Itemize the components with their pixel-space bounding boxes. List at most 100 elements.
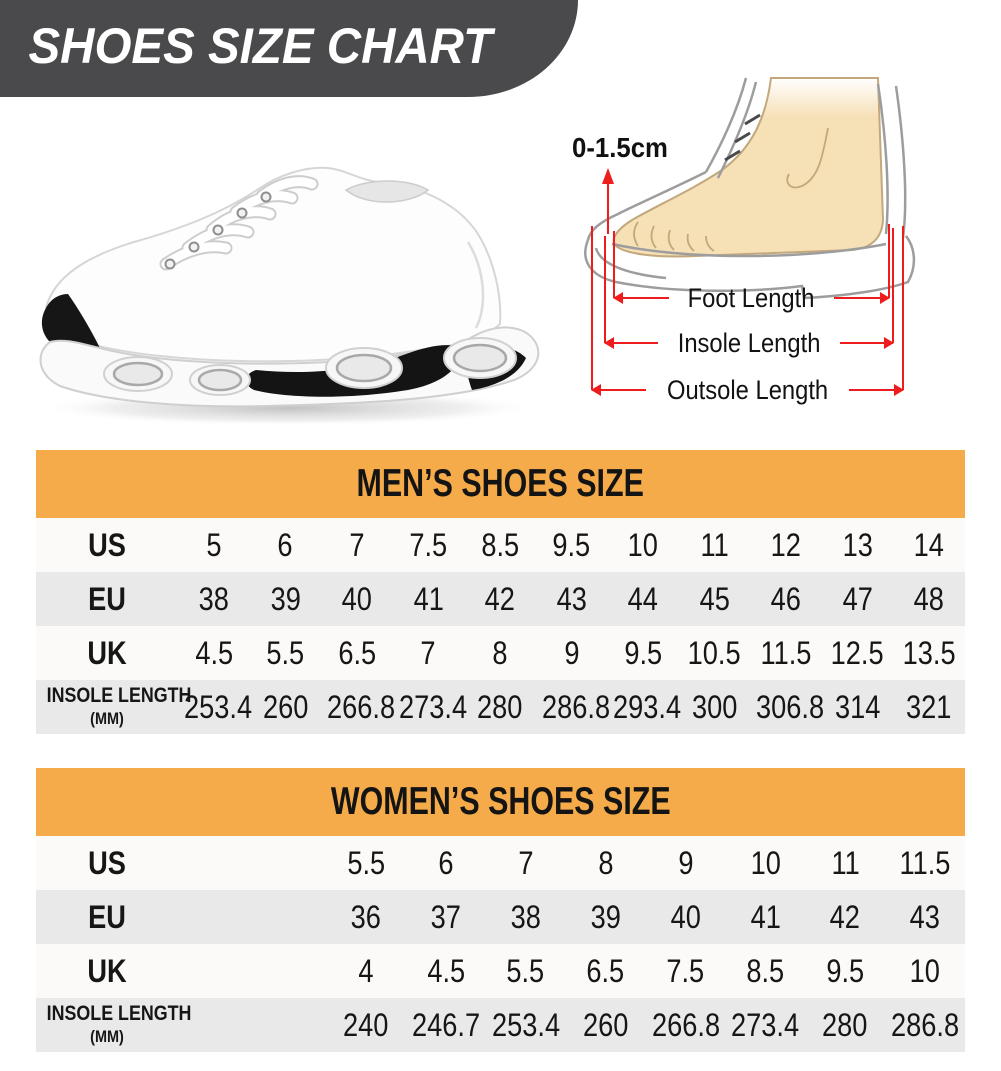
size-cell: 280 <box>822 1006 868 1043</box>
row-label: INSOLE LENGTH (MM) <box>46 1002 192 1046</box>
size-cell: 41 <box>750 898 781 935</box>
size-cell: 43 <box>556 580 587 617</box>
size-cell: 266.8 <box>327 688 396 725</box>
size-cell: 8.5 <box>480 526 519 563</box>
size-cell: 11.5 <box>760 634 812 671</box>
foot-in-shoe-outline <box>584 77 916 390</box>
size-cell: 45 <box>699 580 730 617</box>
size-cell: 286.8 <box>541 688 610 725</box>
left-arrow-line-icon <box>591 384 646 396</box>
size-cell: 11 <box>700 526 729 563</box>
size-cell: 8 <box>492 634 508 671</box>
size-cell: 13 <box>842 526 873 563</box>
red-measure-lines <box>591 182 904 390</box>
size-cell: 253.4 <box>491 1006 560 1043</box>
size-cell: 300 <box>691 688 738 725</box>
size-cell: 42 <box>484 580 516 617</box>
insole-length-label: Insole Length <box>677 327 821 358</box>
size-cell: 10 <box>627 526 659 563</box>
size-cell: 43 <box>909 898 941 935</box>
size-cell: 11.5 <box>899 844 951 881</box>
size-cell: 8.5 <box>746 952 785 989</box>
size-cell: 5 <box>206 526 222 563</box>
size-cell: 37 <box>430 898 461 935</box>
size-cell: 10.5 <box>688 634 741 671</box>
size-cell: 7 <box>420 634 436 671</box>
size-cell: 9.5 <box>624 634 662 671</box>
size-cell: 9.5 <box>552 526 591 563</box>
size-cell: 47 <box>842 580 873 617</box>
size-row-insole-length: INSOLE LENGTH (MM) 253.4 260 266.8 273.4 280 28… <box>36 680 965 734</box>
size-cell: 5.5 <box>266 634 305 671</box>
size-cell: 260 <box>262 688 308 725</box>
size-cell: 293.4 <box>613 688 682 725</box>
row-label: UK <box>87 952 127 989</box>
size-cell: 46 <box>770 580 802 617</box>
size-cell: 8 <box>597 844 614 881</box>
size-cell: 321 <box>906 688 952 725</box>
size-cell: 4.5 <box>194 634 233 671</box>
size-cell: 12 <box>770 526 802 563</box>
row-label: INSOLE LENGTH (MM) <box>46 684 192 728</box>
row-label: US <box>88 526 126 563</box>
size-cell: 4.5 <box>426 952 465 989</box>
air-bubble-windows <box>103 337 517 396</box>
size-cell: 4 <box>358 952 374 989</box>
size-cell: 7 <box>518 844 534 881</box>
size-row-us: US 5 6 7 7.5 8.5 9.5 10 11 12 13 14 <box>36 518 965 572</box>
shoe-upper <box>44 166 502 363</box>
size-cell: 273.4 <box>731 1006 800 1043</box>
size-cell: 6.5 <box>337 634 376 671</box>
womens-size-table: WOMEN’S SHOES SIZE US 5.5 6 7 8 9 10 11 11.5 EU 36… <box>36 768 965 1052</box>
left-arrow-line-icon <box>604 337 658 349</box>
size-cell: 36 <box>350 898 382 935</box>
toe-gap-arrow-icon <box>602 168 614 184</box>
size-cell: 12.5 <box>831 634 885 671</box>
size-row-eu: EU 38 39 40 41 42 43 44 45 46 47 48 <box>36 572 965 626</box>
size-cell: 39 <box>590 898 621 935</box>
size-cell: 6.5 <box>586 952 625 989</box>
size-cell: 40 <box>670 898 701 935</box>
right-arrow-line-icon <box>833 292 891 304</box>
row-label: EU <box>88 898 126 935</box>
row-label: US <box>88 844 126 881</box>
heel-seam <box>466 241 485 329</box>
size-cell: 38 <box>510 898 541 935</box>
foot-length-label: Foot Length <box>688 282 815 313</box>
size-cell: 306.8 <box>756 688 825 725</box>
size-cell: 14 <box>914 526 945 563</box>
size-row-uk: UK 4 4.5 5.5 6.5 7.5 8.5 9.5 10 <box>36 944 965 998</box>
size-row-insole-length: INSOLE LENGTH (MM) 240 246.7 253.4 260 266.8 27… <box>36 998 965 1052</box>
size-cell: 10 <box>909 952 941 989</box>
size-cell: 9 <box>563 634 579 671</box>
shoe-collar-opening <box>344 180 430 203</box>
size-cell: 273.4 <box>398 688 467 725</box>
size-cell: 253.4 <box>184 688 253 725</box>
mens-table-grid: US 5 6 7 7.5 8.5 9.5 10 11 12 13 14 EU 38 39 40 41 42 43 44… <box>36 518 965 734</box>
size-cell: 9.5 <box>826 952 865 989</box>
page-title: SHOES SIZE CHART <box>28 17 493 74</box>
size-cell: 48 <box>914 580 945 617</box>
measurement-foot-length: Foot Length <box>612 282 891 314</box>
row-label: UK <box>87 634 127 671</box>
black-toe-cap <box>41 294 100 352</box>
size-cell: 6 <box>438 844 454 881</box>
size-cell: 280 <box>477 688 523 725</box>
right-arrow-line-icon <box>849 384 904 396</box>
womens-table-header: WOMEN’S SHOES SIZE <box>36 768 965 836</box>
size-cell: 260 <box>582 1006 629 1043</box>
measurement-insole-length: Insole Length <box>604 327 894 359</box>
lace-eyelets <box>164 191 272 270</box>
row-label: EU <box>88 580 126 617</box>
mens-table-header: MEN’S SHOES SIZE <box>36 450 965 518</box>
size-cell: 41 <box>413 580 444 617</box>
size-row-eu: EU 36 37 38 39 40 41 42 43 <box>36 890 965 944</box>
left-arrow-line-icon <box>612 292 670 304</box>
womens-table-title: WOMEN’S SHOES SIZE <box>330 780 671 823</box>
mens-size-table: MEN’S SHOES SIZE US 5 6 7 7.5 8.5 9.5 10 11 12 13 1… <box>36 450 965 734</box>
size-cell: 246.7 <box>411 1006 480 1043</box>
title-banner: SHOES SIZE CHART <box>0 0 578 97</box>
toe-gap-label: 0-1.5cm <box>572 132 668 163</box>
size-cell: 286.8 <box>891 1006 960 1043</box>
toe-lines <box>633 127 829 252</box>
